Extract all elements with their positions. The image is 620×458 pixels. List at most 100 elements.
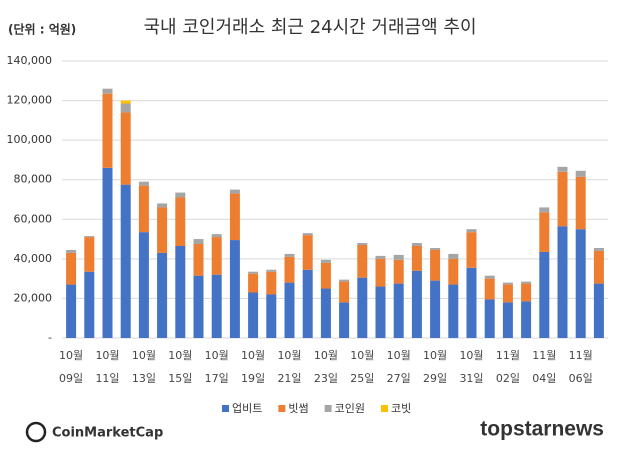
y-tick-label: 20,000 <box>14 291 53 304</box>
bar-segment <box>248 292 259 338</box>
bar-segment <box>484 299 495 338</box>
bar-segment <box>66 284 77 338</box>
bar-segment <box>593 247 604 251</box>
bar-segment <box>357 277 368 338</box>
bar-segment <box>175 197 186 246</box>
bar-segment <box>302 235 313 270</box>
bar-segment <box>411 243 422 246</box>
x-tick-label: 10월 29일 <box>423 349 448 385</box>
bar-segment <box>539 212 550 252</box>
x-tick-label: 10월 15일 <box>168 349 193 385</box>
y-tick-label: 120,000 <box>7 94 53 107</box>
bar-segment <box>320 259 331 263</box>
bar-segment <box>448 284 459 338</box>
legend-label: 업비트 <box>232 402 262 415</box>
bar-segment <box>175 192 186 198</box>
bar-segment <box>430 247 441 250</box>
x-tick-label: 10월 25일 <box>350 349 375 385</box>
bar-segment <box>193 275 204 338</box>
bar-segment <box>557 226 568 338</box>
x-tick-label: 10월 13일 <box>131 349 156 385</box>
bar-segment <box>266 294 277 338</box>
y-tick-label: 80,000 <box>14 173 53 186</box>
bar-segment <box>120 100 131 104</box>
bar-segment <box>102 88 113 94</box>
bar-segment <box>430 280 441 338</box>
bar-segment <box>575 170 586 177</box>
chart-title: 국내 코인거래소 최근 24시간 거래금액 추이 <box>143 17 476 38</box>
bar-segment <box>84 271 95 338</box>
bar-segment <box>120 184 131 338</box>
bar-segment <box>521 301 532 338</box>
bar-segment <box>557 171 568 227</box>
logo-text: CoinMarketCap <box>52 426 163 441</box>
x-tick-label: 11월 02일 <box>495 349 520 385</box>
bar-segment <box>229 240 240 338</box>
logo-text: topstarnews <box>480 418 604 441</box>
bar-segment <box>357 245 368 278</box>
legend-label: 빗썸 <box>288 402 308 415</box>
bar-segment <box>393 283 404 338</box>
x-tick-label: 10월 21일 <box>277 349 302 385</box>
bar-segment <box>138 181 149 186</box>
bar-segment <box>593 250 604 284</box>
legend-label: 코빗 <box>391 402 411 415</box>
bar-segment <box>66 249 77 253</box>
bar-segment <box>357 243 368 246</box>
x-tick-label: 11월 04일 <box>532 349 557 385</box>
bar-segment <box>138 185 149 233</box>
bar-segment <box>211 274 222 338</box>
legend-swatch <box>278 405 286 412</box>
bar-segment <box>157 252 168 338</box>
bar-segment <box>466 232 477 268</box>
bar-segment <box>521 281 532 284</box>
bar-segment <box>593 283 604 338</box>
bar-segment <box>248 271 259 274</box>
bar-segment <box>375 258 386 287</box>
bar-segment <box>466 267 477 338</box>
bar-segment <box>393 254 404 260</box>
bar-segment <box>284 282 295 338</box>
bar-segment <box>229 193 240 241</box>
y-tick-label: 140,000 <box>7 54 53 67</box>
bar-segment <box>575 229 586 338</box>
bar-segment <box>539 207 550 213</box>
bar-segment <box>211 237 222 275</box>
legend-swatch <box>222 405 229 412</box>
y-tick-label: - <box>48 331 52 344</box>
y-tick-label: 100,000 <box>7 133 53 146</box>
bar-segment <box>411 245 422 271</box>
bar-segment <box>84 236 95 238</box>
legend-swatch <box>324 405 332 412</box>
bar-segment <box>120 112 131 185</box>
bar-segment <box>193 244 204 276</box>
bar-segment <box>266 271 277 295</box>
unit-label: (단위 : 억원) <box>8 22 76 37</box>
bar-segment <box>248 273 259 293</box>
bar-segment <box>339 279 350 282</box>
x-tick-label: 10월 11일 <box>95 349 120 385</box>
bar-segment <box>484 278 495 300</box>
bar-segment <box>339 281 350 303</box>
bar-segment <box>448 253 459 259</box>
y-tick-label: 40,000 <box>14 252 53 265</box>
bar-segment <box>193 239 204 245</box>
bar-segment <box>521 283 532 302</box>
bar-segment <box>575 176 586 230</box>
bar-segment <box>557 166 568 172</box>
bar-segment <box>502 282 513 285</box>
x-tick-label: 10월 23일 <box>313 349 338 385</box>
x-tick-label: 10월 31일 <box>459 349 484 385</box>
bar-segment <box>430 249 441 281</box>
bar-segment <box>120 103 131 113</box>
bar-segment <box>284 256 295 283</box>
bar-segment <box>157 207 168 253</box>
bar-segment <box>320 288 331 338</box>
bar-segment <box>266 269 277 272</box>
bar-segment <box>375 255 386 259</box>
bar-segment <box>157 203 168 208</box>
bar-segment <box>102 93 113 168</box>
bar-segment <box>502 302 513 338</box>
x-tick-label: 10월 09일 <box>59 349 84 385</box>
